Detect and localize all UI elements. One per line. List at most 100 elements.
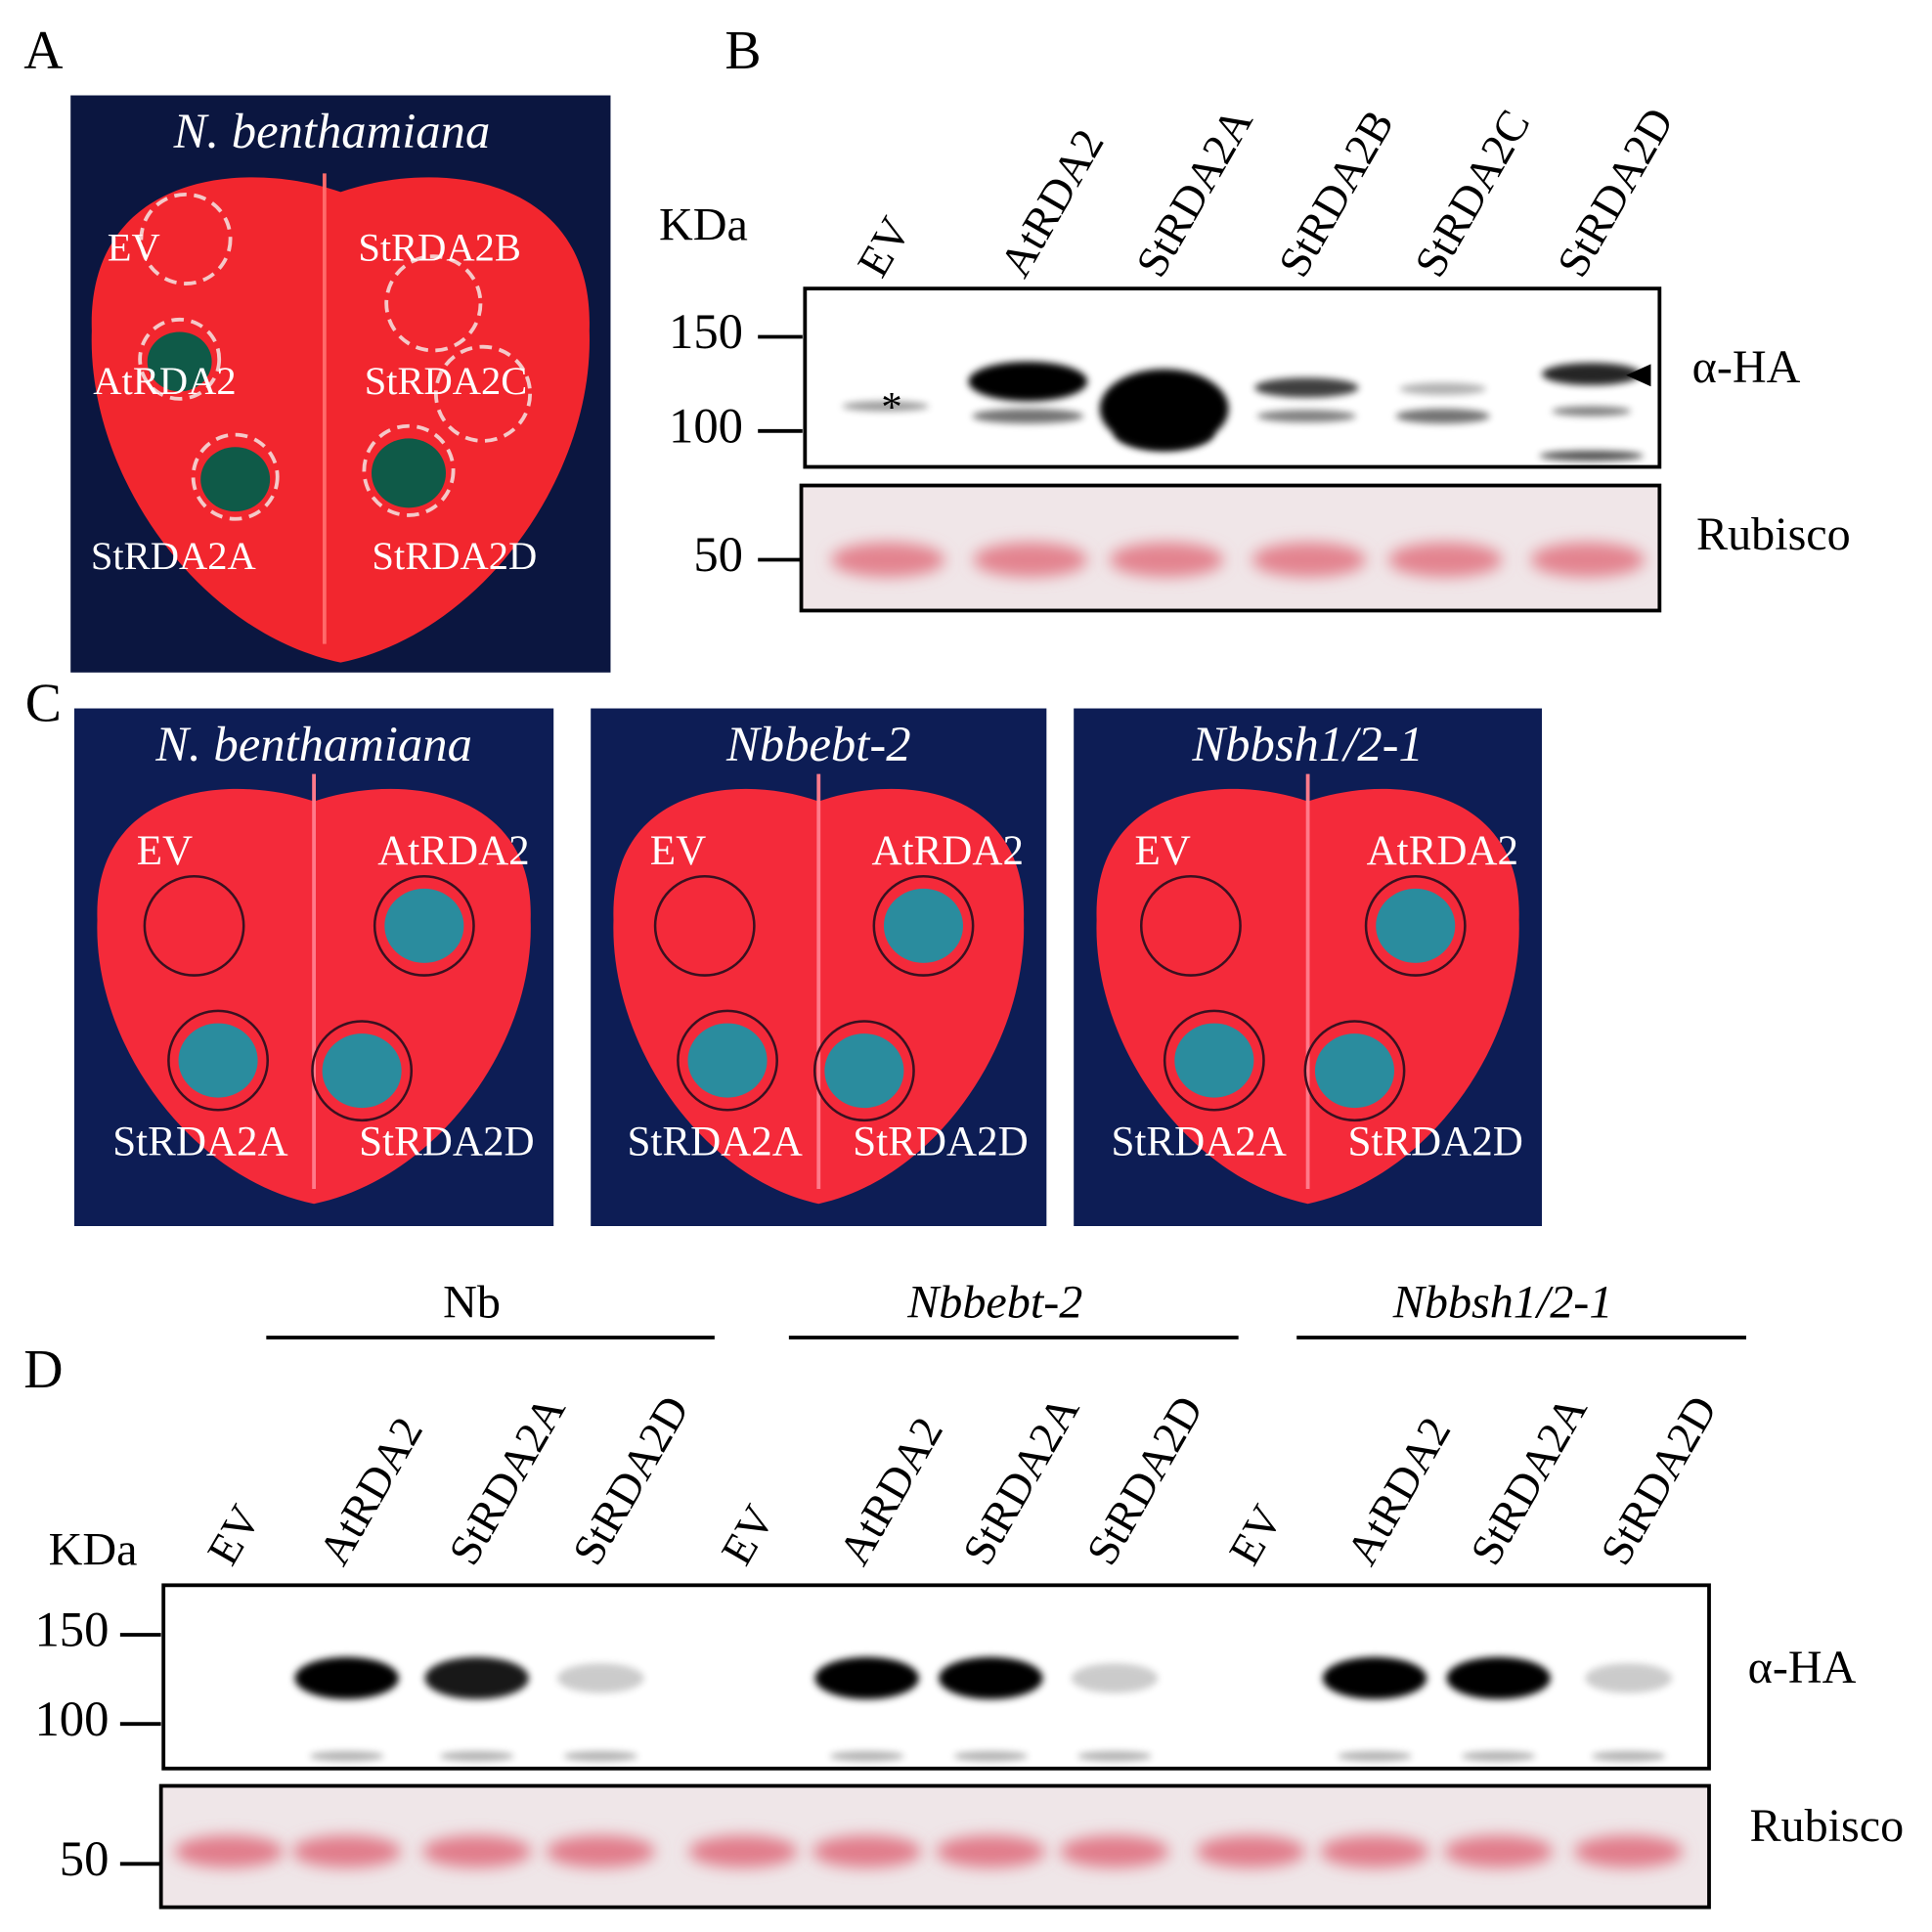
spot-label: EV — [1134, 828, 1190, 874]
spot-label: StRDA2A — [1112, 1120, 1287, 1165]
band — [1591, 1751, 1666, 1762]
rubisco-band — [1320, 1835, 1429, 1868]
spot-ring — [138, 317, 222, 401]
band — [563, 1751, 638, 1762]
rubisco-band — [1251, 542, 1367, 578]
infiltration-ring — [373, 874, 475, 977]
spot-label: StRDA2A — [627, 1120, 802, 1165]
band — [294, 1656, 399, 1699]
kda-label: KDa — [659, 198, 748, 250]
panel-label: B — [724, 21, 761, 81]
band — [424, 1656, 529, 1699]
band — [968, 361, 1088, 402]
spot-ring — [191, 432, 280, 521]
lane-label: StRDA2D — [1591, 1387, 1727, 1573]
band — [1461, 1751, 1536, 1762]
band — [439, 1751, 514, 1762]
spot-label: StRDA2D — [853, 1120, 1028, 1165]
spot — [372, 438, 446, 508]
spot-label: StRDA2C — [365, 359, 528, 403]
lane-label: EV — [848, 208, 921, 285]
band — [842, 401, 929, 412]
band — [1254, 377, 1359, 398]
rubisco-band — [1573, 1835, 1684, 1868]
asterisk: * — [881, 384, 902, 430]
lane-label: StRDA2A — [952, 1387, 1088, 1573]
marker-label: 100 — [669, 398, 743, 453]
lane-label: StRDA2D — [562, 1387, 698, 1573]
loading-label: Rubisco — [1696, 508, 1851, 560]
band — [814, 1656, 919, 1699]
infiltration-ring — [653, 874, 756, 977]
kda-label: KDa — [49, 1524, 138, 1576]
spot — [824, 1033, 904, 1109]
rubisco-band — [1443, 1835, 1554, 1868]
band — [1585, 1663, 1672, 1693]
lane-label: StRDA2C — [1405, 102, 1540, 285]
lane-label: StRDA2B — [1268, 102, 1403, 285]
marker-label: 100 — [34, 1691, 109, 1746]
lane-label: StRDA2A — [1126, 99, 1262, 285]
arrowhead — [1626, 364, 1651, 387]
group-label: Nbbsh1/2-1 — [1392, 1276, 1613, 1328]
band — [1542, 363, 1642, 385]
spot — [687, 1023, 768, 1098]
spot-label: AtRDA2 — [93, 359, 236, 403]
band — [1322, 1656, 1427, 1699]
spot-label: StRDA2D — [359, 1120, 534, 1165]
infiltration-ring — [143, 874, 245, 977]
blot — [803, 286, 1662, 469]
spot-label: StRDA2D — [1347, 1120, 1522, 1165]
lane-label: AtRDA2 — [989, 120, 1113, 285]
infiltration-ring — [677, 1009, 778, 1112]
spot — [178, 1023, 258, 1098]
spot-label: AtRDA2 — [872, 828, 1024, 874]
rubisco-band — [688, 1835, 798, 1868]
band — [557, 1663, 644, 1693]
spot-ring — [362, 423, 456, 517]
lane-label: AtRDA2 — [309, 1409, 432, 1573]
infiltration-ring — [1139, 874, 1242, 977]
infiltration-ring — [812, 1020, 915, 1122]
spot — [147, 331, 212, 392]
infiltration-ring — [1364, 874, 1467, 977]
spot — [1314, 1033, 1395, 1109]
loading-label: Rubisco — [1749, 1800, 1904, 1852]
band — [1399, 382, 1486, 396]
panel-label: C — [25, 673, 62, 733]
spot-label: EV — [137, 828, 193, 874]
panel-label: D — [23, 1339, 63, 1400]
rubisco-band — [1109, 542, 1224, 578]
spot — [322, 1033, 402, 1109]
lane-label: StRDA2D — [1547, 99, 1683, 285]
infiltration-ring — [167, 1009, 269, 1112]
spot — [1174, 1023, 1254, 1098]
marker-label: 150 — [34, 1603, 109, 1657]
group-label: Nbbebt-2 — [906, 1276, 1082, 1328]
band — [953, 1751, 1029, 1762]
rubisco-band — [546, 1835, 656, 1868]
band — [939, 1656, 1043, 1699]
lane-label: StRDA2A — [1461, 1387, 1597, 1573]
spot-label: StRDA2A — [91, 534, 256, 578]
lane-label: EV — [198, 1497, 271, 1573]
lane-label: AtRDA2 — [1337, 1409, 1460, 1573]
rubisco-band — [973, 542, 1088, 578]
infiltration-ring — [311, 1020, 414, 1122]
blot-rubisco — [799, 483, 1662, 613]
rubisco-band — [1530, 542, 1646, 578]
spot-label: EV — [650, 828, 706, 874]
spot — [1376, 888, 1456, 963]
panel-title: N. benthamiana — [173, 104, 491, 158]
antibody-label: α-HA — [1748, 1642, 1857, 1693]
spot-ring — [384, 254, 483, 353]
band — [1395, 409, 1490, 424]
leaf — [91, 177, 590, 663]
rubisco-band — [421, 1835, 532, 1868]
infiltration-ring — [1163, 1009, 1265, 1112]
band — [1446, 1656, 1551, 1699]
rubisco-band — [812, 1835, 922, 1868]
spot-ring — [433, 344, 533, 443]
band — [1077, 1751, 1152, 1762]
